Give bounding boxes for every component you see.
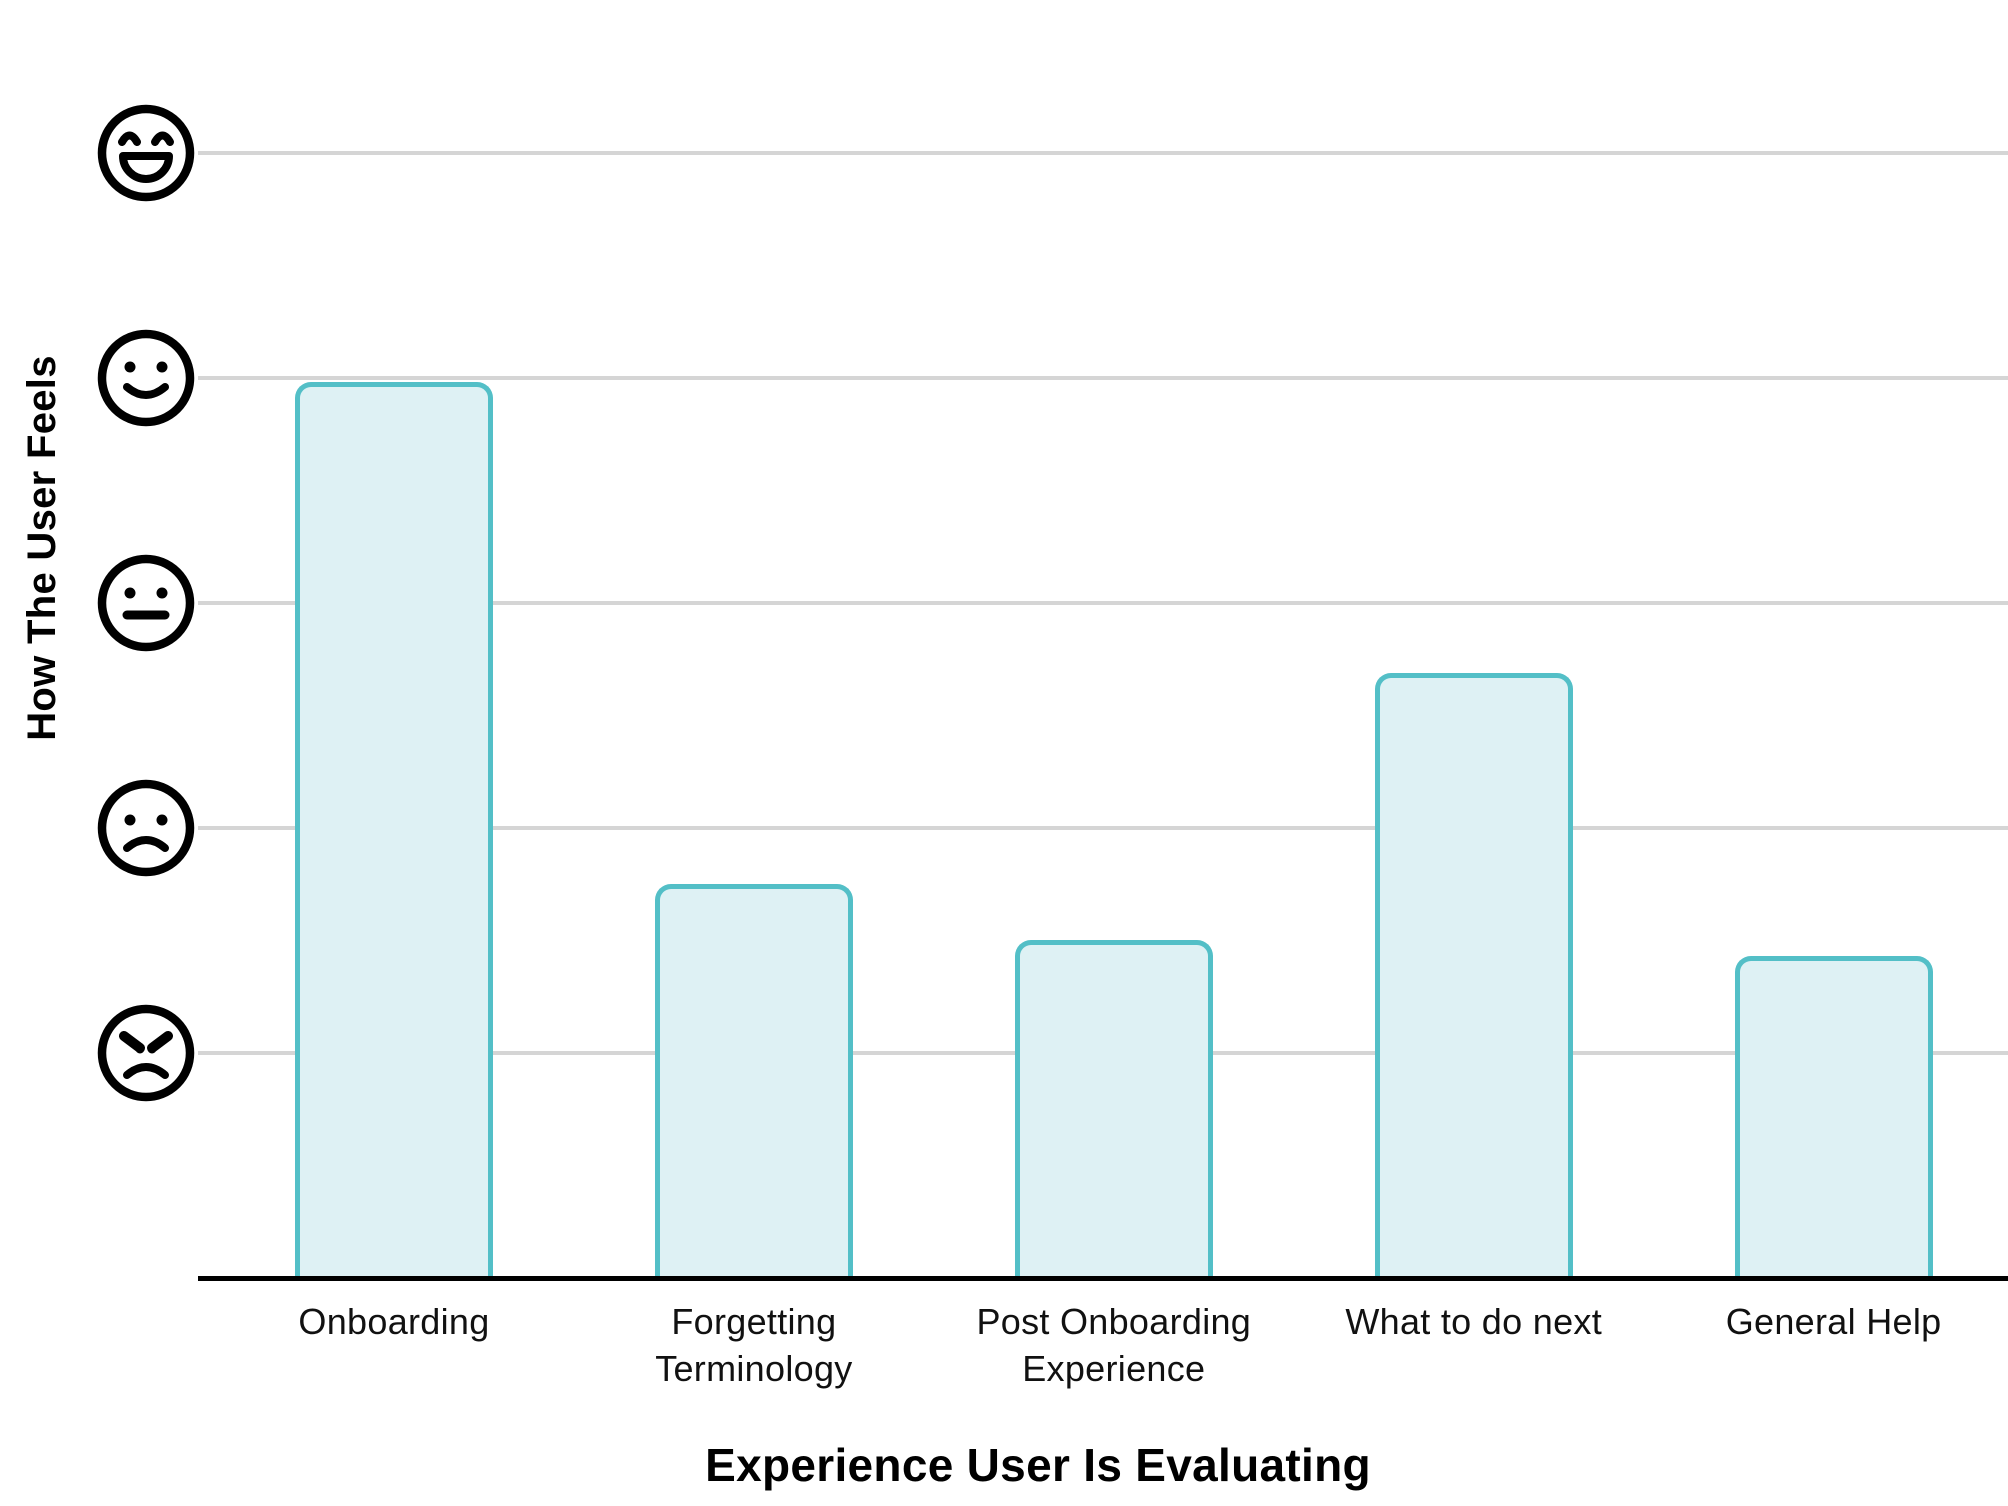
frowning-face-icon xyxy=(96,778,196,878)
bar xyxy=(1374,673,1573,1278)
category-label: General Help xyxy=(1725,1301,1942,1342)
gridline xyxy=(198,376,2008,380)
x-axis-line xyxy=(198,1276,2008,1281)
category-label: What to do next xyxy=(1345,1301,1602,1342)
gridline xyxy=(198,826,2008,830)
bar xyxy=(1014,940,1213,1278)
smiling-face-icon xyxy=(96,328,196,428)
angry-face-icon xyxy=(96,1003,196,1103)
y-axis-title: How The User Feels xyxy=(20,355,64,741)
laughing-face-icon xyxy=(96,103,196,203)
category-label: Onboarding xyxy=(298,1301,490,1342)
bar xyxy=(295,382,493,1278)
gridline xyxy=(198,601,2008,605)
neutral-face-icon xyxy=(96,553,196,653)
category-label: Forgetting Terminology xyxy=(655,1301,853,1389)
bar xyxy=(1734,956,1933,1278)
bar xyxy=(654,884,853,1278)
x-axis-title: Experience User Is Evaluating xyxy=(705,1439,1371,1491)
category-label: Post Onboarding Experience xyxy=(976,1301,1252,1389)
gridline xyxy=(198,151,2008,155)
